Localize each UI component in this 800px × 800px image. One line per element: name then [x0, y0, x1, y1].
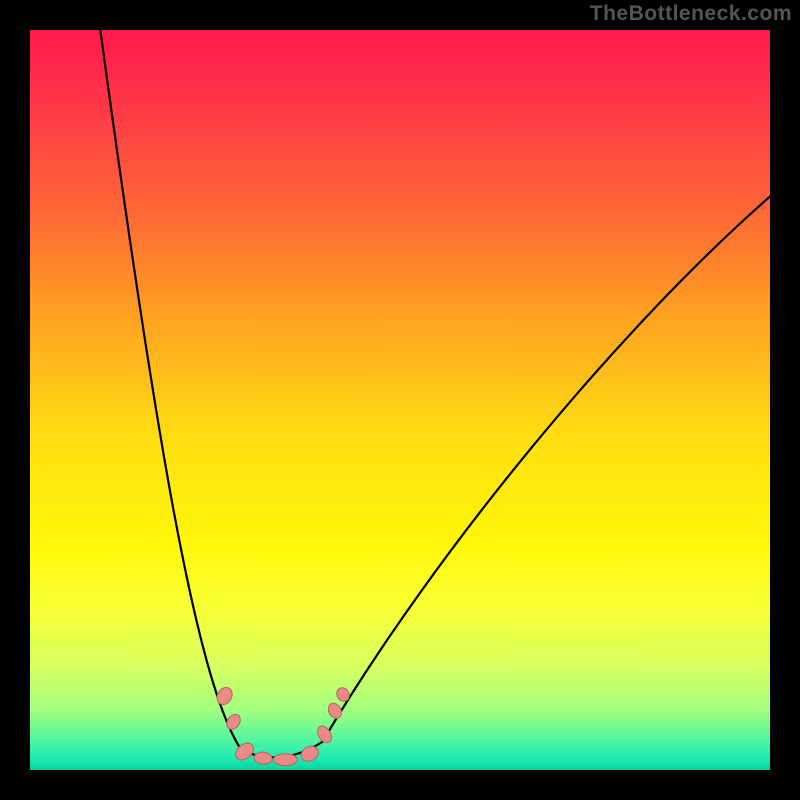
- chart-stage: TheBottleneck.com: [0, 0, 800, 800]
- plot-background: [30, 30, 770, 770]
- curve-marker: [273, 754, 297, 766]
- attribution-text: TheBottleneck.com: [590, 2, 792, 26]
- bottleneck-curve-chart: [0, 0, 800, 800]
